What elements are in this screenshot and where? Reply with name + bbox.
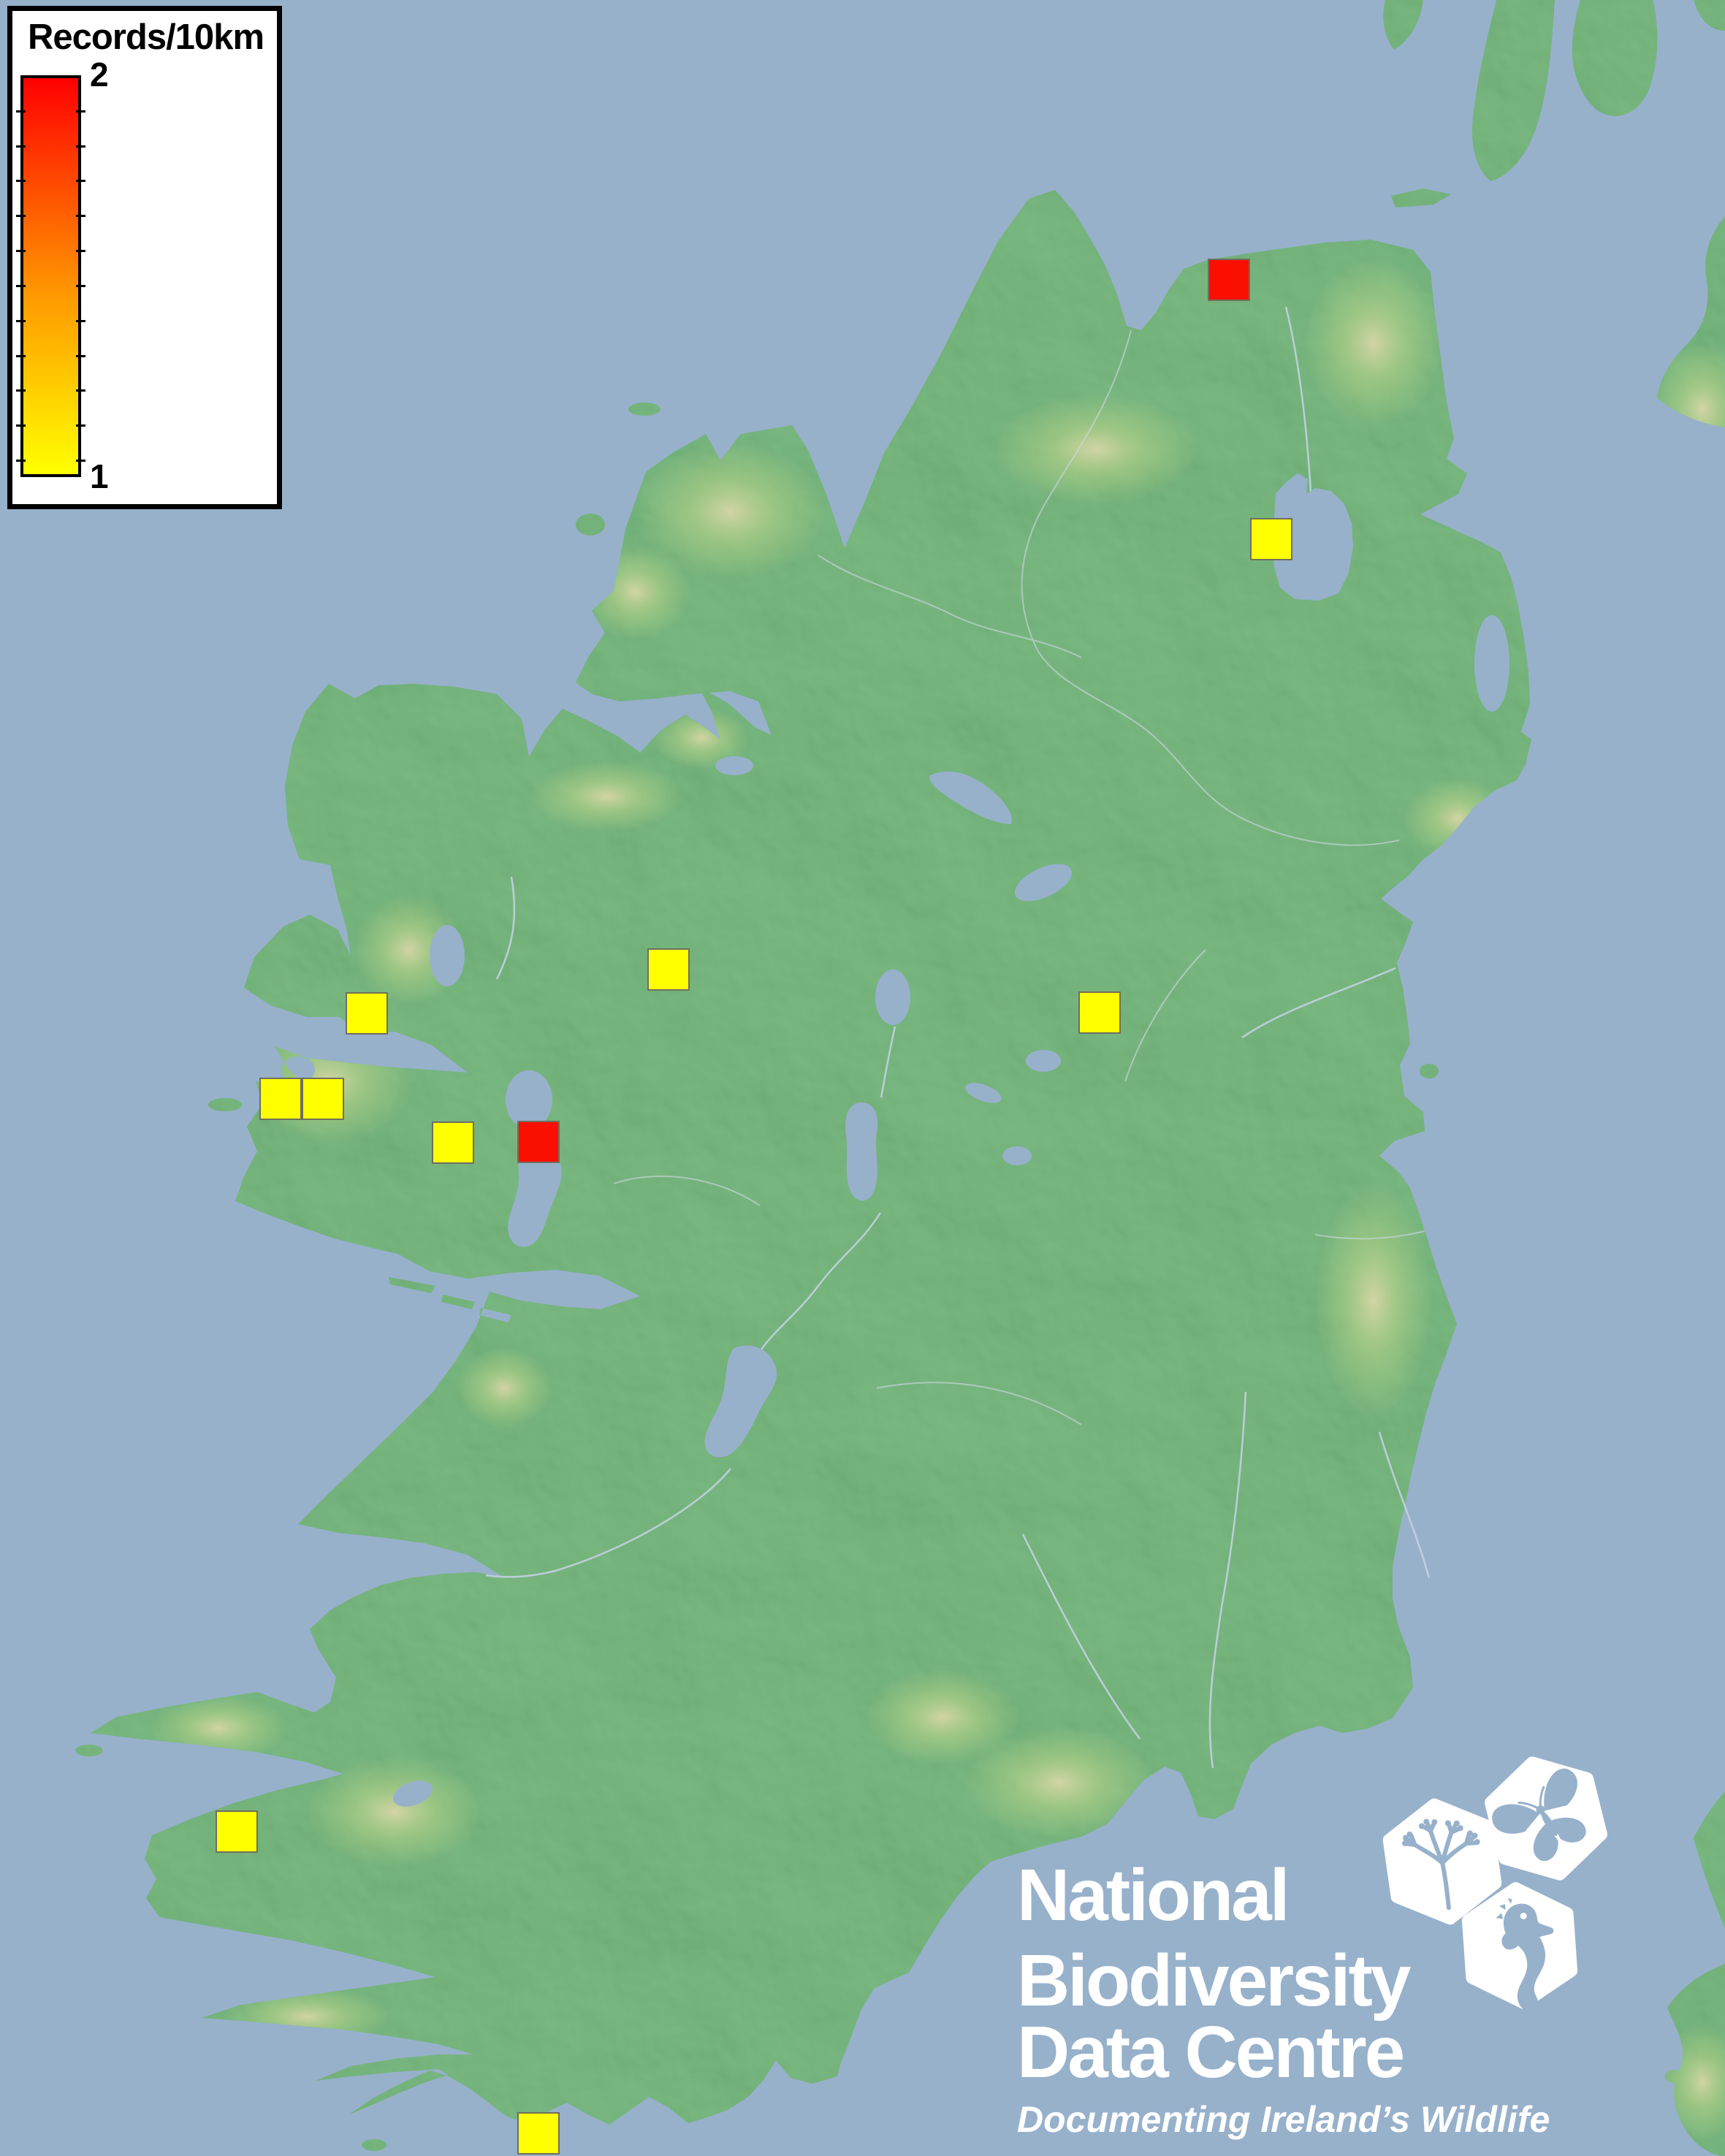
- legend-tick: [16, 424, 26, 427]
- legend-tick: [16, 319, 26, 322]
- lough-mask: [506, 1070, 552, 1129]
- legend-colorbar: [20, 75, 81, 477]
- legend-tick: [16, 145, 26, 148]
- legend-tick: [76, 354, 85, 357]
- legend-title: Records/10km: [28, 18, 264, 57]
- grid-cell: [259, 1078, 302, 1120]
- grid-cell: [1208, 259, 1250, 301]
- legend-tick: [16, 215, 26, 218]
- lough-neagh: [1273, 473, 1353, 601]
- lough-conn: [430, 925, 465, 986]
- legend-tick: [76, 180, 85, 183]
- legend-tick: [76, 460, 85, 462]
- grid-cell: [517, 1121, 560, 1163]
- county-boundaries: [613, 330, 1425, 1425]
- legend-tick: [76, 110, 85, 113]
- legend-tick: [76, 319, 85, 322]
- grid-cell: [517, 2112, 560, 2155]
- legend-tick: [16, 110, 26, 113]
- lough-corrib: [508, 1145, 562, 1247]
- legend-tick: [16, 354, 26, 357]
- grid-cell: [216, 1810, 258, 1853]
- lough-derg: [704, 1345, 777, 1458]
- lough-ree: [845, 1102, 878, 1201]
- legend-tick: [16, 180, 26, 183]
- lough-erne: [929, 771, 1012, 824]
- rivers: [485, 306, 1431, 1769]
- legend-tick: [16, 389, 26, 392]
- lakes: [393, 473, 1509, 1807]
- legend-tick: [76, 424, 85, 427]
- legend-tick: [76, 250, 85, 253]
- legend-tick: [16, 250, 26, 253]
- grid-cell: [1250, 518, 1292, 560]
- legend-min-label: 1: [90, 457, 109, 495]
- grid-cell: [432, 1121, 474, 1164]
- grid-cell: [302, 1078, 344, 1120]
- legend-tick: [16, 284, 26, 287]
- legend-max-label: 2: [90, 56, 109, 94]
- grid-cell: [647, 948, 690, 991]
- grid-cell: [1078, 991, 1121, 1034]
- strangford-lough: [1474, 615, 1509, 712]
- legend-panel: Records/10km 2 1: [7, 6, 282, 509]
- legend-tick: [76, 284, 85, 287]
- grid-cell: [346, 992, 388, 1035]
- legend-tick: [76, 389, 85, 392]
- legend-tick: [76, 215, 85, 218]
- legend-tick: [16, 460, 26, 462]
- legend-tick: [76, 145, 85, 148]
